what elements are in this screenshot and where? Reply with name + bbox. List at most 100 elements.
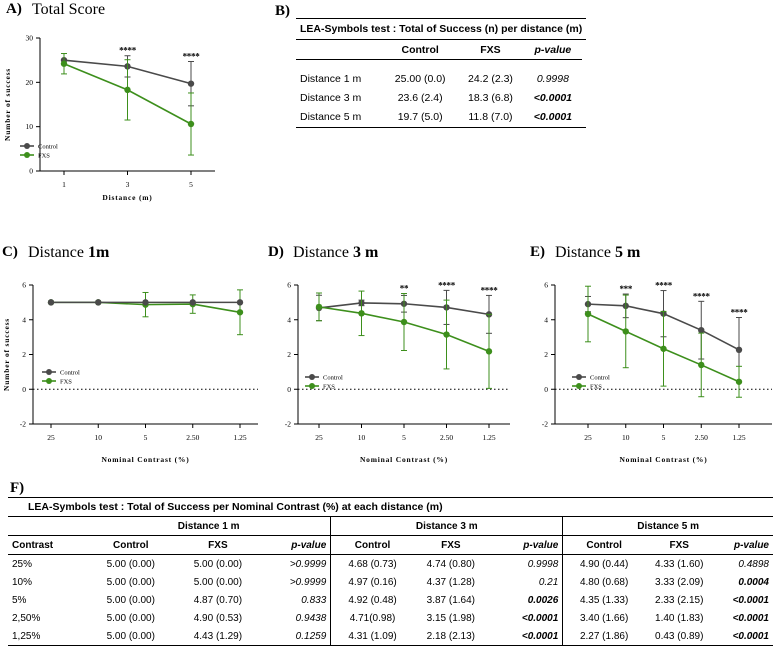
x-tick-label: 2.50 xyxy=(695,433,708,442)
table-f-subheader: FXS xyxy=(669,539,689,551)
significance-marker: ** xyxy=(400,284,409,294)
table-f-cell: 5.00 (0.00) xyxy=(106,576,155,588)
table-f-cell: 2.27 (1.86) xyxy=(562,627,645,645)
x-tick-label: 25 xyxy=(47,433,55,442)
table-f-cell: 5.00 (0.00) xyxy=(106,558,155,570)
y-tick-label: 30 xyxy=(26,34,34,43)
table-b-cell: Distance 5 m xyxy=(300,111,362,123)
table-f-cell: 4.97 (0.16) xyxy=(330,573,414,591)
table-b-header: Control xyxy=(401,43,439,56)
significance-marker: *** xyxy=(619,284,632,294)
table-f-cell: 5.00 (0.00) xyxy=(193,576,243,588)
table-f-subheader: FXS xyxy=(441,539,461,551)
panel-title-c: Distance 1m xyxy=(28,244,109,262)
table-f-contrast: 1,25% xyxy=(12,630,41,642)
panel-title-e: Distance 5 m xyxy=(555,244,640,262)
table-f-cell: 4.43 (1.29) xyxy=(193,630,243,642)
control-data-point xyxy=(735,346,743,354)
title-d-distance: 3 m xyxy=(352,244,379,261)
fxs-data-point xyxy=(315,303,323,311)
panel-label-c: C) xyxy=(2,244,18,260)
x-tick-label: 5 xyxy=(402,433,406,442)
chart-total-score: 0 10 20 30 1 3 5 Distance (m) Number of success *… xyxy=(3,34,215,202)
x-axis-label: Nominal Contrast (%) xyxy=(360,455,448,464)
x-axis-label: Distance (m) xyxy=(102,193,152,202)
table-f-cell: 2.18 (2.13) xyxy=(426,630,476,642)
y-axis-label: Number of success xyxy=(2,318,11,391)
table-f-cell: 4.71(0.98) xyxy=(330,609,414,627)
legend-marker-fxs xyxy=(24,152,30,158)
panel-label-b: B) xyxy=(275,3,290,19)
table-f-cell: 0.833 xyxy=(301,594,327,606)
panel-label-d: D) xyxy=(268,244,284,260)
control-data-point xyxy=(95,299,102,306)
x-tick-label: 25 xyxy=(584,433,592,442)
fxs-data-point xyxy=(60,60,68,67)
control-data-point xyxy=(187,80,195,87)
legend-label: FXS xyxy=(590,384,602,391)
table-b-cell: 25.00 (0.0) xyxy=(394,73,446,85)
title-c-text: Distance xyxy=(28,244,88,261)
table-f-cell: <0.0001 xyxy=(732,594,769,606)
table-b-cell: <0.0001 xyxy=(533,92,573,104)
y-tick-label: 2 xyxy=(22,350,26,359)
table-f-container: LEA-Symbols test : Total of Success per … xyxy=(8,497,773,646)
control-data-point xyxy=(189,299,196,306)
title-c-distance: 1m xyxy=(87,244,110,261)
panel-label-f: F) xyxy=(10,480,25,496)
table-f-row: 10% 5.00 (0.00) 5.00 (0.00) >0.9999 4.97 (0.… xyxy=(8,573,773,591)
table-f-cell: 5.00 (0.00) xyxy=(106,612,155,624)
table-b-cell: 19.7 (5.0) xyxy=(397,111,443,123)
fxs-data-point xyxy=(584,310,592,318)
chart-distance-5m: -2 0 2 4 6 25 10 5 2.50 1.25 Nominal Contrast (%) *… xyxy=(542,281,772,464)
table-f-bottom-rule xyxy=(8,645,773,646)
y-tick-label: 2 xyxy=(544,350,548,359)
panel-title-a: Total Score xyxy=(32,1,106,18)
table-f-group-row: Distance 1 m Distance 3 m Distance 5 m xyxy=(8,517,773,536)
y-tick-label: 0 xyxy=(287,385,291,394)
table-f-row: 2,50% 5.00 (0.00) 4.90 (0.53) 0.9438 4.71(0.… xyxy=(8,609,773,627)
table-f-cell: 3.15 (1.98) xyxy=(426,612,476,624)
fxs-data-point xyxy=(735,378,743,385)
table-distance-summary: Control FXS p-value Distance 1 m 25.00 (0… xyxy=(296,40,582,127)
table-f-cell: 4.92 (0.48) xyxy=(330,591,414,609)
x-tick-label: 10 xyxy=(95,433,103,442)
x-tick-label: 10 xyxy=(622,433,630,442)
table-f-cell: 1.40 (1.83) xyxy=(655,612,704,624)
table-f-cell: <0.0001 xyxy=(521,630,559,642)
table-f-subheader-row: Contrast Control FXS p-value Control FXS p-val… xyxy=(8,535,773,555)
fxs-data-point xyxy=(124,86,131,94)
legend-label: Control xyxy=(323,375,343,382)
x-tick-label: 1.25 xyxy=(233,433,246,442)
table-f-cell: <0.0001 xyxy=(732,630,769,642)
legend-marker-fxs xyxy=(46,378,52,384)
legend-label: Control xyxy=(60,370,80,377)
table-f-cell: <0.0001 xyxy=(521,612,559,624)
table-f-subheader: p-value xyxy=(523,539,559,551)
table-f-contrast: 2,50% xyxy=(12,612,41,624)
table-b-cell: 18.3 (6.8) xyxy=(467,92,513,104)
fxs-data-point xyxy=(443,331,450,338)
fxs-data-point xyxy=(400,318,408,326)
legend-label: Control xyxy=(38,144,58,151)
table-f-cell: 4.33 (1.60) xyxy=(655,558,704,570)
table-f-cell: 4.90 (0.53) xyxy=(193,612,243,624)
y-tick-label: 0 xyxy=(29,167,33,176)
significance-marker: **** xyxy=(655,281,673,291)
legend-label: Control xyxy=(590,375,610,382)
table-f-subheader: Control xyxy=(562,535,645,555)
y-tick-label: -2 xyxy=(285,420,291,429)
y-tick-label: 10 xyxy=(26,122,34,131)
control-data-point xyxy=(47,299,55,306)
significance-marker: **** xyxy=(481,285,499,295)
y-tick-label: 6 xyxy=(287,281,291,290)
table-f-cell: 0.0026 xyxy=(527,594,559,606)
fxs-data-point xyxy=(485,348,493,355)
y-tick-label: 6 xyxy=(544,281,548,290)
chart-distance-3m: -2 0 2 4 6 25 10 5 2.50 1.25 Nominal Contrast (%) *… xyxy=(285,280,510,464)
y-tick-label: 4 xyxy=(22,315,26,324)
x-tick-label: 10 xyxy=(358,433,366,442)
table-f-cell: 0.9438 xyxy=(295,612,327,624)
y-tick-label: 4 xyxy=(287,315,291,324)
x-tick-label: 2.50 xyxy=(440,433,453,442)
